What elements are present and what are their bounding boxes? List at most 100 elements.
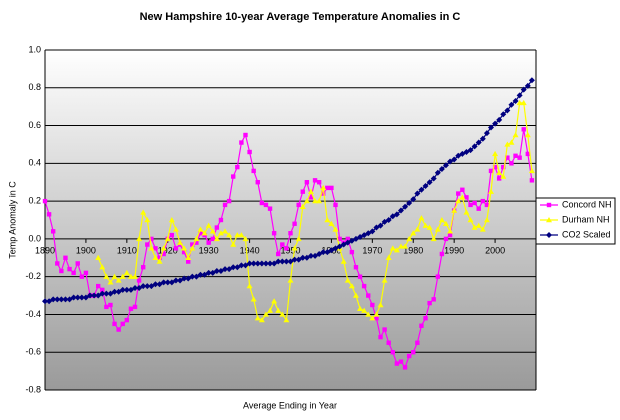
point bbox=[160, 279, 167, 286]
point bbox=[361, 283, 367, 289]
point bbox=[238, 262, 245, 269]
point bbox=[189, 273, 196, 280]
point bbox=[250, 296, 257, 302]
point bbox=[393, 211, 400, 218]
point bbox=[258, 260, 265, 267]
point bbox=[99, 264, 106, 270]
point bbox=[312, 198, 319, 204]
point bbox=[365, 311, 372, 317]
point bbox=[463, 209, 470, 215]
point bbox=[308, 195, 314, 200]
point bbox=[275, 258, 282, 265]
point bbox=[496, 176, 502, 181]
point bbox=[243, 132, 248, 138]
point bbox=[181, 249, 187, 255]
point bbox=[222, 266, 229, 273]
point bbox=[136, 278, 142, 283]
point bbox=[79, 274, 85, 279]
point bbox=[262, 311, 269, 317]
point bbox=[230, 241, 237, 247]
point bbox=[492, 164, 498, 170]
point bbox=[95, 283, 101, 289]
point bbox=[246, 260, 253, 267]
point bbox=[144, 217, 151, 223]
point bbox=[299, 254, 306, 261]
point bbox=[161, 251, 166, 257]
point bbox=[112, 321, 117, 327]
point bbox=[373, 311, 380, 317]
point bbox=[414, 226, 421, 232]
point bbox=[78, 294, 85, 301]
point bbox=[385, 217, 392, 223]
point bbox=[59, 268, 64, 274]
point bbox=[235, 164, 240, 170]
point bbox=[393, 247, 400, 253]
point bbox=[501, 164, 506, 170]
point bbox=[209, 228, 216, 234]
point bbox=[226, 232, 233, 238]
point bbox=[460, 187, 465, 192]
point bbox=[214, 225, 220, 230]
point bbox=[267, 206, 273, 211]
point bbox=[242, 235, 249, 242]
point bbox=[136, 235, 143, 242]
point bbox=[181, 245, 188, 251]
point bbox=[459, 194, 466, 200]
y-tick-label: 0.2 bbox=[28, 195, 41, 205]
point bbox=[288, 231, 293, 236]
point bbox=[418, 215, 425, 221]
point bbox=[230, 264, 237, 271]
point bbox=[149, 236, 154, 242]
point bbox=[307, 188, 314, 194]
point bbox=[345, 236, 350, 242]
point bbox=[455, 198, 462, 204]
point bbox=[111, 273, 118, 279]
point bbox=[500, 173, 507, 179]
point bbox=[377, 222, 384, 229]
point bbox=[190, 242, 195, 247]
point bbox=[422, 183, 429, 189]
point bbox=[213, 268, 220, 274]
x-tick-label: 1930 bbox=[199, 245, 219, 255]
point bbox=[108, 302, 113, 308]
point bbox=[430, 175, 437, 182]
point bbox=[357, 274, 363, 279]
point bbox=[434, 226, 441, 232]
point bbox=[99, 290, 106, 297]
point bbox=[160, 245, 167, 251]
point bbox=[119, 286, 126, 293]
point bbox=[291, 256, 298, 263]
point bbox=[234, 232, 241, 238]
point bbox=[512, 132, 519, 138]
point bbox=[115, 277, 122, 283]
point bbox=[328, 220, 335, 226]
point bbox=[213, 235, 220, 242]
point bbox=[492, 120, 499, 127]
point bbox=[426, 179, 433, 186]
point bbox=[521, 127, 526, 132]
y-tick-label: 0.6 bbox=[28, 120, 41, 130]
plot-area bbox=[45, 50, 536, 390]
point bbox=[344, 277, 351, 283]
point bbox=[231, 174, 236, 179]
point bbox=[492, 150, 499, 157]
point bbox=[471, 143, 478, 150]
point bbox=[398, 359, 404, 364]
point bbox=[152, 281, 159, 288]
point bbox=[74, 294, 81, 301]
point bbox=[374, 316, 379, 321]
point bbox=[54, 296, 61, 303]
point bbox=[500, 111, 507, 118]
point bbox=[484, 202, 490, 208]
point bbox=[128, 306, 134, 311]
point bbox=[353, 265, 359, 270]
point bbox=[284, 246, 289, 251]
point bbox=[397, 207, 404, 214]
point bbox=[50, 296, 57, 303]
point bbox=[467, 147, 474, 154]
point bbox=[304, 180, 310, 185]
point bbox=[370, 302, 375, 308]
point bbox=[361, 307, 368, 313]
point bbox=[513, 153, 518, 158]
point bbox=[62, 296, 69, 303]
